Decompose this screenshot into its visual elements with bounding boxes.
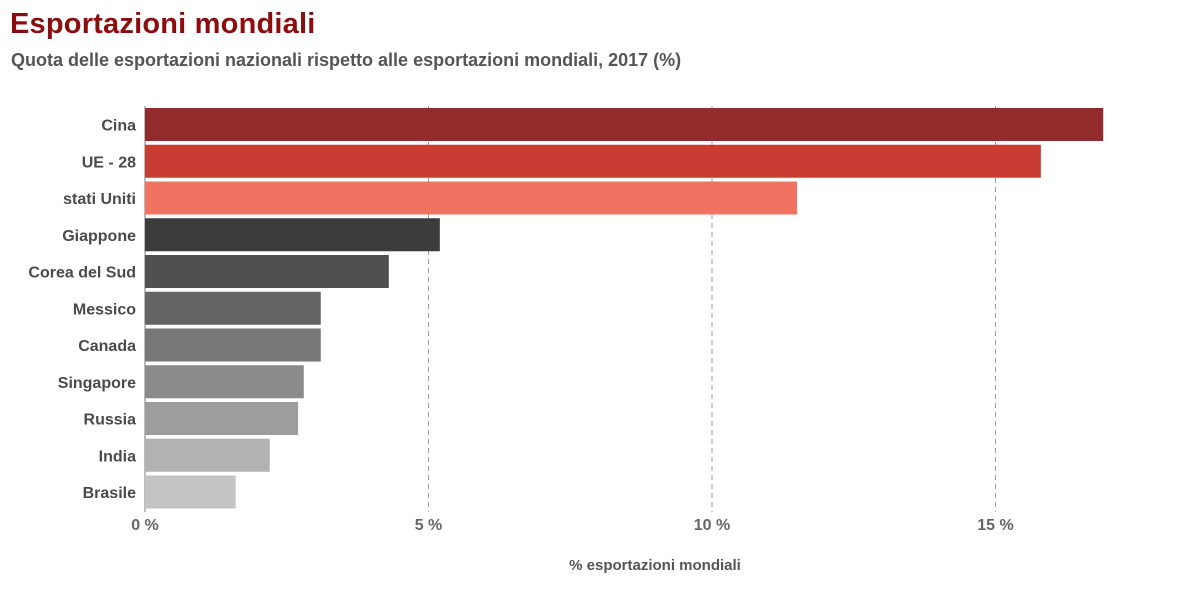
category-label: Brasile <box>83 485 136 502</box>
category-label: Messico <box>73 301 136 318</box>
bar <box>145 218 440 252</box>
bar <box>145 438 270 472</box>
category-label: Canada <box>78 338 136 355</box>
bar <box>145 402 299 435</box>
bar <box>145 291 321 325</box>
x-axis-ticks: 0 % 5 % 10 % 15 % <box>131 517 1014 534</box>
bar <box>145 144 1041 178</box>
bar <box>145 108 1104 141</box>
category-label: India <box>99 448 136 465</box>
bar <box>145 475 236 509</box>
x-tick-label: 5 % <box>415 517 443 534</box>
category-label: Corea del Sud <box>28 265 136 282</box>
chart-subtitle: Quota delle esportazioni nazionali rispe… <box>11 50 682 70</box>
category-label: Giappone <box>62 228 136 245</box>
x-tick-label: 10 % <box>694 517 730 534</box>
bar <box>145 328 321 362</box>
bar <box>145 365 304 399</box>
x-tick-label: 15 % <box>977 517 1013 534</box>
category-label: Cina <box>101 118 136 135</box>
chart-title: Esportazioni mondiali <box>10 8 316 40</box>
category-label: Russia <box>84 412 137 429</box>
bar <box>145 255 389 288</box>
category-label: Singapore <box>58 375 136 392</box>
bar <box>145 181 798 215</box>
category-labels: Cina UE - 28 stati Uniti Giappone Corea del … <box>28 118 136 503</box>
x-axis-title: % esportazioni mondiali <box>569 557 741 574</box>
category-label: UE - 28 <box>82 154 136 171</box>
x-tick-label: 0 % <box>131 517 159 534</box>
category-label: stati Uniti <box>63 191 136 208</box>
bars <box>145 108 1104 509</box>
